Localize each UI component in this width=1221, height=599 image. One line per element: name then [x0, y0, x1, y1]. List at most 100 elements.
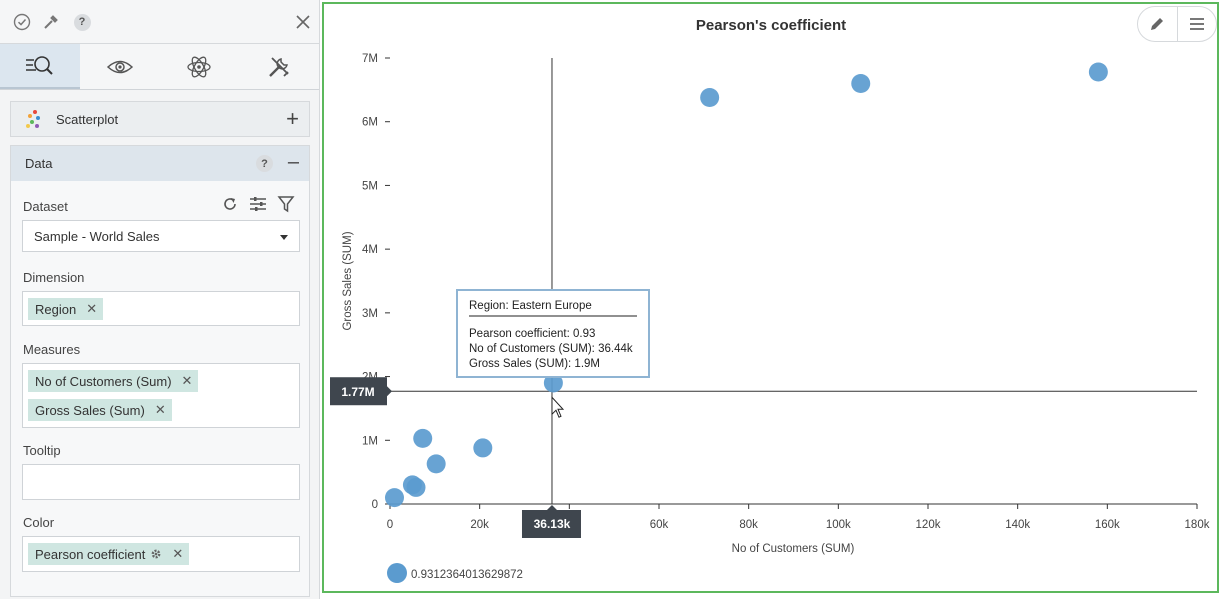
edit-button[interactable]: [1138, 7, 1177, 41]
y-tick-label: 1M: [362, 435, 378, 447]
tooltip-line: No of Customers (SUM): 36.44k: [469, 343, 633, 355]
tooltip: Region: Eastern Europe Pearson coefficien…: [456, 289, 650, 378]
scatter-point: [1088, 62, 1108, 82]
measure-chip-label: Gross Sales (Sum): [35, 402, 145, 418]
y-axis-title: Gross Sales (SUM): [342, 231, 354, 330]
settings-panel: ? Scatterplot +: [0, 0, 320, 599]
y-ticks: 01M2M3M4M5M6M7M: [362, 53, 390, 511]
gear-icon[interactable]: [150, 548, 162, 560]
x-tick-label: 60k: [650, 519, 669, 531]
tab-data[interactable]: [0, 44, 80, 89]
add-chart-button[interactable]: +: [286, 106, 299, 131]
eye-icon: [106, 60, 133, 73]
chart-selection-border: [322, 2, 1219, 593]
help-glyph: ?: [73, 13, 91, 31]
dimension-chip[interactable]: Region ✕: [28, 298, 104, 320]
chart-area: Pearson's coefficient No of Customers (S…: [321, 0, 1221, 599]
chevron-down-icon: [280, 235, 288, 240]
x-axis-title: No of Customers (SUM): [732, 543, 855, 555]
measures-label: Measures: [23, 342, 81, 357]
x-tick-label: 120k: [916, 519, 941, 531]
y-tick-label: 5M: [362, 180, 378, 192]
x-tick-label: 160k: [1095, 519, 1120, 531]
dimension-field[interactable]: Region ✕: [22, 291, 300, 326]
scatter-point: [543, 373, 563, 393]
legend-label: 0.9312364013629872: [411, 569, 523, 581]
measure-chip[interactable]: Gross Sales (Sum) ✕: [28, 399, 172, 421]
y-tick-label: 7M: [362, 53, 378, 65]
x-tick-label: 100k: [826, 519, 851, 531]
measure-chip-label: No of Customers (Sum): [35, 373, 172, 389]
chart-toolbar: [1137, 6, 1217, 42]
tooltip-line: Pearson coefficient: 0.93: [469, 328, 595, 340]
x-tick-label: 20k: [470, 519, 489, 531]
data-section-header[interactable]: Data ? –: [11, 146, 309, 181]
dimension-label: Dimension: [23, 270, 85, 285]
tooltip-field[interactable]: [22, 464, 300, 500]
color-field[interactable]: Pearson coefficient ✕: [22, 536, 300, 572]
measure-chip[interactable]: No of Customers (Sum) ✕: [28, 370, 199, 392]
tools-icon: [269, 56, 289, 77]
scatterplot-icon: [26, 110, 40, 128]
color-chip-label: Pearson coefficient: [35, 546, 146, 562]
remove-icon[interactable]: ✕: [181, 373, 193, 388]
pencil-icon: [1151, 18, 1164, 30]
collapse-icon[interactable]: –: [287, 151, 299, 173]
crosshair-y-label: 1.77M: [341, 385, 374, 399]
eyedropper-icon[interactable]: [42, 13, 60, 31]
color-chip[interactable]: Pearson coefficient ✕: [28, 543, 190, 565]
scatter-point: [700, 88, 720, 108]
refresh-icon[interactable]: [221, 195, 239, 213]
data-points: [384, 62, 1108, 508]
scatter-point: [851, 73, 871, 93]
crosshair-x-pointer: [546, 505, 557, 510]
scatter-point: [406, 477, 426, 497]
scatter-point: [384, 488, 404, 508]
tooltip-title: Region: Eastern Europe: [469, 300, 592, 312]
tooltip-line: Gross Sales (SUM): 1.9M: [469, 358, 600, 370]
scatter-plot[interactable]: No of Customers (SUM) Gross Sales (SUM) …: [321, 0, 1221, 599]
x-tick-label: 0: [387, 519, 393, 531]
x-tick-label: 80k: [739, 519, 758, 531]
dataset-select[interactable]: Sample - World Sales: [22, 220, 300, 252]
tab-analytics[interactable]: [159, 44, 240, 89]
data-section: Data ? – Dataset Sample - World Sales Di…: [10, 145, 310, 597]
hamburger-icon: [1189, 18, 1204, 30]
filter-icon[interactable]: [277, 195, 295, 213]
measures-field[interactable]: No of Customers (Sum) ✕ Gross Sales (Sum…: [22, 363, 300, 428]
data-help-icon[interactable]: ?: [256, 155, 273, 172]
remove-icon[interactable]: ✕: [86, 301, 98, 316]
axes: No of Customers (SUM) Gross Sales (SUM): [342, 231, 1197, 555]
remove-icon[interactable]: ✕: [154, 402, 166, 417]
crosshair-y-badge: [330, 377, 387, 406]
scatter-point: [473, 438, 493, 458]
tooltip-label: Tooltip: [23, 443, 61, 458]
sliders-icon[interactable]: [249, 195, 267, 213]
remove-icon[interactable]: ✕: [172, 546, 184, 561]
crosshair-y-pointer: [387, 386, 392, 397]
crosshair: 1.77M 36.13k: [330, 58, 1197, 538]
help-icon[interactable]: ?: [73, 13, 91, 31]
legend: 0.9312364013629872: [387, 563, 523, 583]
crosshair-x-badge: [521, 510, 581, 538]
chart-type-selector[interactable]: Scatterplot +: [10, 101, 310, 137]
dimension-chip-label: Region: [35, 301, 77, 317]
dataset-label: Dataset: [23, 199, 68, 214]
x-tick-label: 140k: [1005, 519, 1030, 531]
tab-settings[interactable]: [239, 44, 319, 89]
x-ticks: 020k40k60k80k100k120k140k160k180k: [387, 504, 1210, 531]
x-tick-label: 180k: [1185, 519, 1210, 531]
menu-button[interactable]: [1176, 7, 1217, 41]
dataset-value: Sample - World Sales: [34, 228, 160, 244]
y-tick-label: 3M: [362, 308, 378, 320]
close-icon[interactable]: [294, 13, 312, 31]
y-tick-label: 0: [372, 499, 378, 511]
panel-tabs: [0, 44, 319, 90]
legend-marker: [387, 563, 407, 583]
check-circle-icon[interactable]: [13, 13, 31, 31]
tab-view[interactable]: [79, 44, 160, 89]
mouse-cursor-icon: [551, 395, 565, 418]
data-section-title: Data: [25, 156, 53, 171]
chart-type-label: Scatterplot: [56, 111, 119, 127]
